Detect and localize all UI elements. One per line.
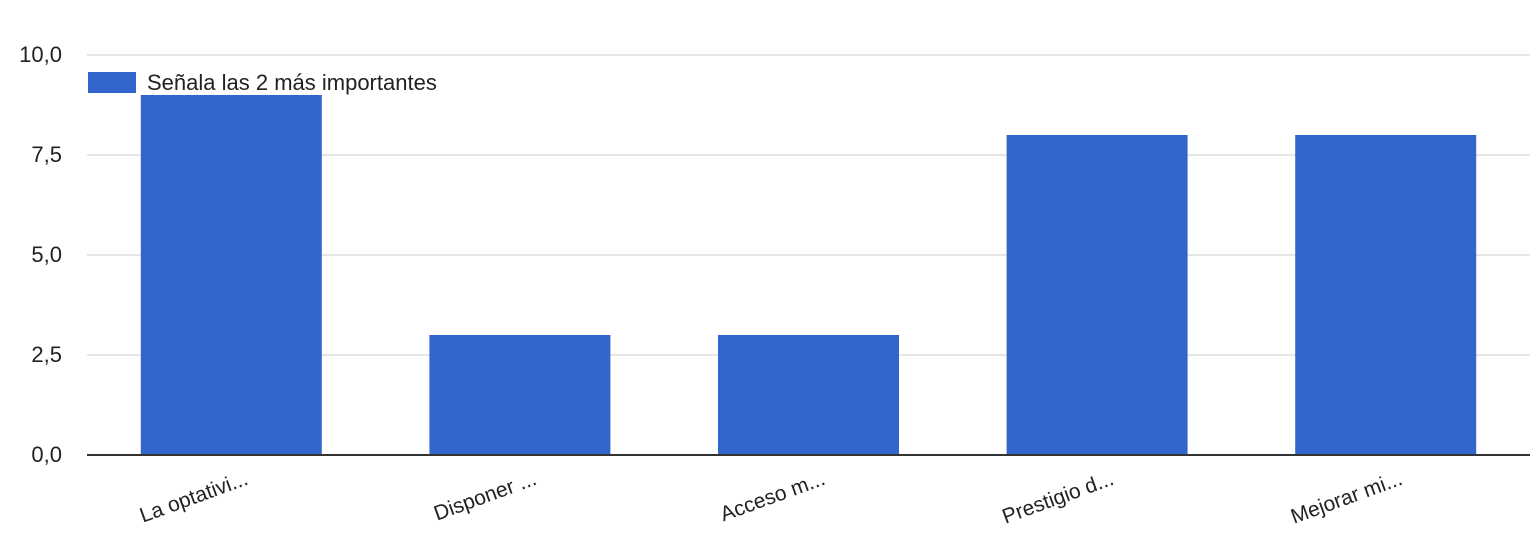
bar[interactable]: [140, 95, 322, 455]
x-tick-label: Disponer ...: [431, 467, 540, 525]
bars: [140, 95, 1477, 455]
x-tick-label: Prestigio d...: [999, 467, 1117, 529]
y-tick-label: 5,0: [31, 242, 62, 267]
y-axis-tick-labels: 0,0 2,5 5,0 7,5 10,0: [19, 42, 62, 467]
legend[interactable]: Señala las 2 más importantes: [88, 70, 437, 95]
bar[interactable]: [429, 335, 611, 455]
x-tick-label: Mejorar mi...: [1288, 467, 1406, 529]
x-tick-label: Acceso m...: [717, 467, 828, 526]
legend-label: Señala las 2 más importantes: [147, 70, 437, 95]
y-tick-label: 10,0: [19, 42, 62, 67]
x-axis-tick-labels: La optativi... Disponer ... Acceso m... Pre…: [137, 467, 1406, 529]
y-tick-label: 7,5: [31, 142, 62, 167]
bar[interactable]: [1006, 135, 1188, 455]
legend-swatch: [88, 72, 136, 93]
bar[interactable]: [1295, 135, 1477, 455]
x-tick-label: La optativi...: [137, 467, 251, 527]
bar[interactable]: [718, 335, 899, 455]
y-tick-label: 2,5: [31, 342, 62, 367]
y-tick-label: 0,0: [31, 442, 62, 467]
